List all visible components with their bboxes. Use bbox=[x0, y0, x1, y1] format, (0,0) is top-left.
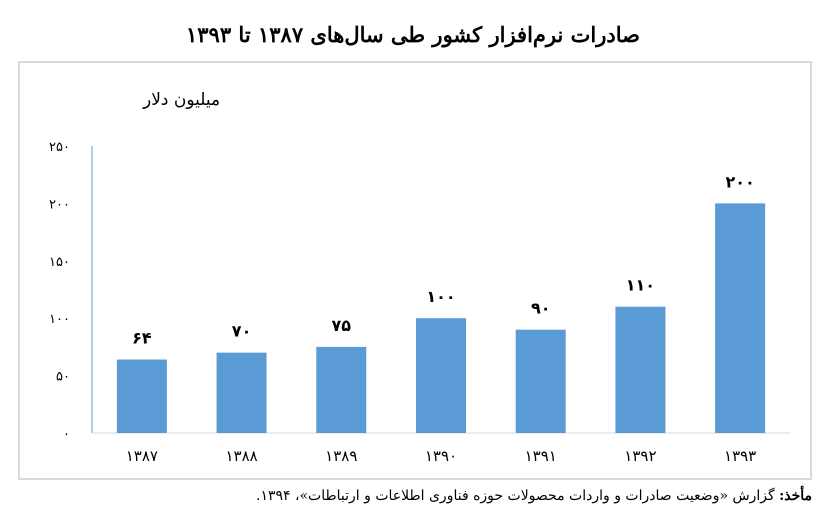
bar bbox=[515, 329, 566, 433]
data-label: ۶۴ bbox=[132, 329, 152, 348]
bar bbox=[615, 306, 666, 433]
x-tick-label: ۱۳۸۹ bbox=[325, 447, 357, 465]
data-label: ۲۰۰ bbox=[725, 172, 754, 191]
data-label: ۷۵ bbox=[332, 316, 352, 335]
y-tick-label: ۱۵۰ bbox=[49, 255, 70, 270]
bar bbox=[416, 318, 466, 433]
bar bbox=[316, 346, 367, 433]
x-tick-label: ۱۳۸۸ bbox=[225, 447, 257, 465]
x-tick-label: ۱۳۸۷ bbox=[126, 447, 158, 465]
x-tick-label: ۱۳۹۱ bbox=[525, 447, 557, 465]
y-tick-label: ۲۵۰ bbox=[49, 140, 70, 155]
y-tick-label: ۱۰۰ bbox=[49, 312, 70, 327]
chart-title: صادرات نرم‌افزار کشور طی سال‌های ۱۳۸۷ تا… bbox=[186, 22, 640, 47]
y-tick-label: ۲۰۰ bbox=[49, 197, 70, 212]
bar bbox=[715, 203, 766, 433]
source-note: مأخذ: گزارش «وضعیت صادرات و واردات محصول… bbox=[256, 488, 812, 504]
bar bbox=[216, 352, 267, 433]
x-tick-label: ۱۳۹۳ bbox=[724, 447, 756, 465]
x-tick-label: ۱۳۹۰ bbox=[425, 447, 457, 465]
x-tick-label: ۱۳۹۲ bbox=[624, 447, 656, 465]
data-label: ۱۰۰ bbox=[426, 287, 455, 306]
data-label: ۱۱۰ bbox=[626, 276, 655, 295]
source-text: گزارش «وضعیت صادرات و واردات محصولات حوز… bbox=[255, 488, 780, 504]
source-lead: مأخذ: bbox=[779, 488, 812, 504]
chart-frame bbox=[18, 61, 812, 480]
data-label: ۹۰ bbox=[531, 299, 551, 318]
bar bbox=[116, 359, 167, 433]
y-tick-label: ۰ bbox=[63, 427, 70, 442]
data-label: ۷۰ bbox=[232, 322, 252, 341]
y-tick-label: ۵۰ bbox=[56, 370, 70, 385]
y-axis-label: میلیون دلار bbox=[142, 90, 220, 110]
